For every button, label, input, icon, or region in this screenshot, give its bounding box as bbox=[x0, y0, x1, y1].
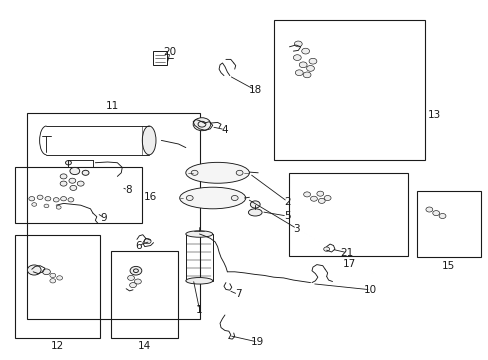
Circle shape bbox=[303, 192, 310, 197]
Circle shape bbox=[324, 195, 330, 201]
Text: 13: 13 bbox=[427, 110, 440, 120]
Circle shape bbox=[231, 195, 238, 201]
Circle shape bbox=[32, 203, 37, 206]
Circle shape bbox=[295, 70, 303, 76]
Ellipse shape bbox=[248, 209, 262, 216]
Circle shape bbox=[61, 197, 66, 201]
Circle shape bbox=[323, 247, 329, 251]
Circle shape bbox=[193, 118, 210, 131]
Ellipse shape bbox=[185, 162, 249, 183]
Circle shape bbox=[425, 207, 432, 212]
Circle shape bbox=[316, 191, 323, 196]
Text: 4: 4 bbox=[221, 125, 228, 135]
Circle shape bbox=[310, 196, 317, 201]
Bar bbox=[288, 173, 407, 256]
Circle shape bbox=[60, 174, 67, 179]
Circle shape bbox=[306, 66, 314, 71]
Bar bbox=[153, 51, 166, 65]
Circle shape bbox=[69, 178, 76, 183]
Text: 21: 21 bbox=[340, 248, 353, 258]
Circle shape bbox=[27, 265, 41, 275]
Text: 12: 12 bbox=[51, 341, 64, 351]
Circle shape bbox=[56, 206, 61, 209]
Circle shape bbox=[77, 181, 84, 186]
Circle shape bbox=[438, 213, 445, 219]
Bar bbox=[273, 20, 425, 160]
Text: 10: 10 bbox=[364, 285, 376, 295]
Text: 7: 7 bbox=[234, 289, 241, 300]
Text: 2: 2 bbox=[284, 197, 290, 207]
Bar bbox=[15, 235, 100, 338]
Circle shape bbox=[50, 279, 56, 283]
Circle shape bbox=[144, 239, 151, 244]
Text: 9: 9 bbox=[101, 213, 107, 223]
Circle shape bbox=[37, 195, 43, 199]
Bar bbox=[185, 234, 212, 281]
Circle shape bbox=[299, 62, 306, 68]
Circle shape bbox=[303, 72, 310, 78]
Text: 14: 14 bbox=[137, 341, 151, 351]
Text: 11: 11 bbox=[105, 101, 119, 111]
Text: 17: 17 bbox=[342, 258, 356, 269]
Circle shape bbox=[53, 198, 59, 202]
Circle shape bbox=[127, 275, 134, 280]
Ellipse shape bbox=[142, 126, 156, 155]
Text: 8: 8 bbox=[124, 185, 131, 195]
Circle shape bbox=[82, 170, 89, 175]
Circle shape bbox=[191, 170, 198, 175]
Bar bbox=[27, 113, 200, 319]
Text: 1: 1 bbox=[196, 305, 203, 315]
Text: 6: 6 bbox=[135, 240, 142, 251]
Ellipse shape bbox=[180, 187, 245, 209]
Circle shape bbox=[186, 195, 193, 201]
Ellipse shape bbox=[185, 231, 212, 237]
Bar bbox=[416, 191, 480, 257]
Text: 20: 20 bbox=[163, 47, 176, 57]
Bar bbox=[15, 167, 142, 223]
Circle shape bbox=[301, 48, 309, 54]
Circle shape bbox=[68, 198, 74, 202]
Circle shape bbox=[60, 181, 67, 186]
Text: 15: 15 bbox=[441, 261, 455, 271]
Circle shape bbox=[44, 204, 49, 208]
Circle shape bbox=[70, 167, 80, 175]
Circle shape bbox=[130, 266, 142, 275]
Text: 18: 18 bbox=[248, 85, 262, 95]
Bar bbox=[111, 251, 177, 338]
Circle shape bbox=[293, 55, 301, 60]
Text: 19: 19 bbox=[250, 337, 264, 347]
Circle shape bbox=[236, 170, 243, 175]
Circle shape bbox=[318, 198, 325, 203]
Text: 16: 16 bbox=[143, 192, 157, 202]
Circle shape bbox=[432, 211, 439, 216]
Circle shape bbox=[70, 185, 77, 190]
Circle shape bbox=[308, 58, 316, 64]
Circle shape bbox=[50, 273, 56, 278]
Circle shape bbox=[57, 276, 62, 280]
Text: 5: 5 bbox=[283, 211, 290, 221]
Circle shape bbox=[294, 41, 302, 47]
Circle shape bbox=[42, 269, 50, 275]
Text: 3: 3 bbox=[293, 224, 300, 234]
Circle shape bbox=[134, 279, 141, 284]
Circle shape bbox=[45, 197, 51, 201]
Circle shape bbox=[65, 161, 71, 165]
Circle shape bbox=[29, 197, 35, 201]
Circle shape bbox=[250, 201, 260, 208]
Ellipse shape bbox=[185, 278, 212, 284]
Circle shape bbox=[129, 283, 136, 288]
